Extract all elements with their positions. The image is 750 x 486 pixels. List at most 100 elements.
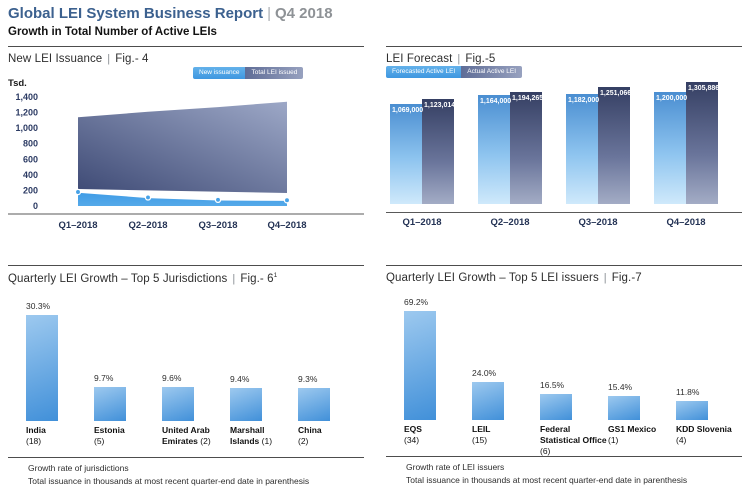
fig5-bar-forecast: 1,069,000 [390, 104, 423, 204]
fig7-column: 16.5% [540, 285, 608, 420]
fig6-column: 30.3% [26, 286, 94, 421]
panel-new-lei-issuance: New LEI Issuance | Fig.- 4 New issuance To… [8, 46, 364, 237]
fig6-value-label: 30.3% [26, 300, 51, 311]
fig6-value-label: 9.3% [298, 373, 318, 384]
fig5-bar-label-actual: 1,194,265 [512, 95, 544, 102]
legend-chip-new-issuance: New issuance [193, 67, 246, 79]
fig6-category-label: India (18) [26, 425, 94, 455]
fig6-bar [26, 314, 58, 421]
fig6-footnotes: Growth rate of jurisdictions Total issua… [28, 462, 364, 486]
fig6-category-label: United Arab Emirates (2) [162, 425, 230, 455]
fig4-data-point [214, 196, 222, 204]
fig5-fig-label: Fig.-5 [465, 53, 496, 65]
fig5-bar-label-forecast: 1,200,000 [656, 95, 688, 102]
fig4-legend: New issuance Total LEI issued [193, 67, 304, 79]
fig6-bar-chart: 30.3% 9.7% 9.6% 9.4% 9.3% [26, 286, 364, 421]
fig7-bar [472, 382, 504, 420]
fig5-bar-actual: 1,305,886 [686, 82, 720, 204]
fig6-column: 9.6% [162, 286, 230, 421]
fig6-title-separator: | [232, 272, 236, 285]
panel-top5-jurisdictions: Quarterly LEI Growth – Top 5 Jurisdictio… [8, 265, 364, 486]
fig7-category-count: (15) [472, 435, 488, 445]
fig7-category-count: (1) [608, 435, 619, 445]
fig4-x-tick: Q4–2018 [267, 220, 306, 231]
fig7-category-count: (4) [676, 435, 687, 445]
fig4-data-point [74, 188, 82, 196]
fig6-category-label: Estonia (5) [94, 425, 162, 455]
fig5-x-tick: Q3–2018 [578, 217, 618, 228]
fig4-y-tick: 0 [33, 201, 38, 211]
fig5-title-text: LEI Forecast [386, 53, 453, 65]
fig4-y-tick: 200 [23, 185, 38, 195]
fig5-bar-label-forecast: 1,164,000 [480, 98, 512, 105]
fig4-title: New LEI Issuance | Fig.- 4 [8, 47, 364, 65]
fig6-value-label: 9.4% [230, 373, 250, 384]
fig5-bar-forecast: 1,182,000 [566, 94, 599, 204]
fig7-category-label: EQS (34) [404, 424, 472, 457]
fig7-category-name: KDD Slovenia [676, 424, 732, 434]
panel-top5-lei-issuers: Quarterly LEI Growth – Top 5 LEI issuers… [386, 265, 744, 485]
fig4-y-tick: 400 [23, 170, 38, 180]
fig4-data-point [144, 194, 152, 201]
fig7-category-name: EQS [404, 424, 422, 434]
fig5-bar-actual: 1,251,066 [598, 87, 631, 204]
fig7-bar [608, 396, 640, 420]
fig6-category-labels: India (18) Estonia (5) United Arab Emirates (… [26, 425, 364, 455]
fig6-category-name: Marshall [230, 424, 265, 435]
fig6-bar [298, 387, 330, 421]
fig5-title-separator: | [457, 53, 461, 65]
report-header: Global LEI System Business Report | Q4 201… [8, 5, 333, 38]
panel-lei-forecast: LEI Forecast | Fig.-5 Forecasted Active LE… [386, 46, 742, 237]
fig6-category-label: China (2) [298, 425, 366, 455]
fig4-y-tick: 1,000 [15, 123, 38, 133]
fig6-category-name: Emirates [162, 435, 198, 446]
fig5-x-tick: Q2–2018 [490, 217, 530, 228]
fig6-bar [162, 386, 194, 421]
fig7-bar-chart: 69.2% 24.0% 16.5% 15.4% 11.8% [404, 285, 742, 420]
fig5-bar-actual: 1,123,014 [422, 99, 456, 204]
fig7-column: 11.8% [676, 285, 744, 420]
fig7-category-label: KDD Slovenia (4) [676, 424, 744, 457]
fig6-column: 9.3% [298, 286, 366, 421]
fig7-column: 69.2% [404, 285, 472, 420]
fig7-footnote-divider [386, 456, 742, 457]
fig7-value-label: 11.8% [676, 387, 700, 397]
fig7-category-labels: EQS (34) LEIL (15) Federal Statistical Office… [404, 424, 744, 457]
fig6-category-count: (2) [298, 435, 309, 446]
fig7-column: 15.4% [608, 285, 676, 420]
fig7-value-label: 16.5% [540, 380, 565, 390]
fig6-value-label: 9.7% [94, 372, 114, 383]
fig7-bar [404, 311, 436, 420]
fig4-title-text: New LEI Issuance [8, 53, 103, 65]
fig7-category-name: GS1 Mexico [608, 424, 657, 434]
fig6-category-count: (2) [200, 435, 211, 446]
report-title-row: Global LEI System Business Report | Q4 201… [8, 5, 333, 23]
fig7-value-label: 24.0% [472, 368, 497, 378]
fig5-bar-actual: 1,194,265 [510, 92, 544, 204]
legend-chip-total-lei-issued: Total LEI issued [245, 67, 304, 79]
fig7-category-count: (34) [404, 435, 420, 445]
fig4-x-tick: Q2–2018 [128, 220, 167, 231]
fig7-title-separator: | [603, 272, 607, 284]
fig4-y-tick: 1,400 [15, 92, 38, 102]
fig4-data-point [283, 196, 291, 204]
fig7-category-label: LEIL (15) [472, 424, 540, 457]
fig6-category-name: Islands [230, 435, 260, 446]
fig4-y-tick: 800 [23, 139, 38, 149]
fig5-x-axis-labels: Q1–2018 Q2–2018 Q3–2018 Q4–2018 [386, 217, 742, 231]
fig7-category-name: Statistical Office [540, 435, 607, 445]
fig7-category-name: Federal [540, 424, 571, 434]
report-period: Q4 2018 [274, 5, 333, 22]
fig6-footnote-marker: 1 [273, 272, 278, 279]
fig6-category-name: India [26, 424, 46, 435]
fig5-bar-label-actual: 1,305,886 [688, 85, 720, 92]
fig6-column: 9.4% [230, 286, 298, 421]
fig6-category-name: China [298, 424, 322, 435]
fig5-x-tick: Q4–2018 [666, 217, 706, 228]
fig5-legend: Forecasted Active LEI Actual Active LEI [386, 66, 523, 78]
legend-chip-forecasted-active-lei: Forecasted Active LEI [386, 66, 462, 78]
title-separator: | [267, 5, 271, 22]
fig7-bar [676, 401, 708, 420]
fig5-bar-label-actual: 1,123,014 [424, 102, 456, 109]
